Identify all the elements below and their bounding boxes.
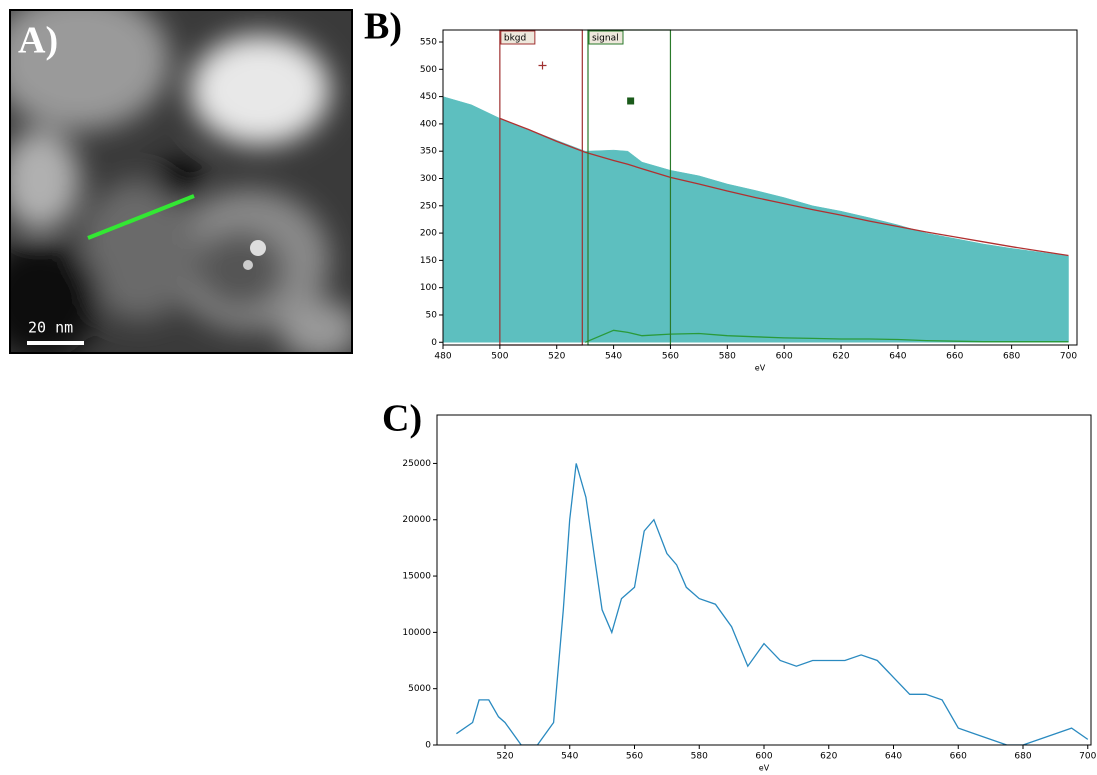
x-axis-label: eV [759, 764, 770, 773]
region-label-box [588, 30, 624, 45]
line [499, 117, 1069, 257]
y-tick-label: 550 [420, 38, 437, 48]
x-tick-label: 660 [946, 352, 963, 362]
y-tick-label: 250 [420, 201, 437, 211]
chart: C) 0 5000 10000 15000 20000 25000 520 540 560 580 6… [382, 398, 1097, 773]
y-tick-label: 200 [420, 229, 437, 239]
y-tick-label: 25000 [402, 459, 431, 469]
y-tick-label: 20000 [402, 515, 431, 525]
x-tick-label: 480 [434, 352, 451, 362]
x-tick-label: 640 [889, 352, 906, 362]
x-tick-label: 540 [605, 352, 622, 362]
region-label: bkgd [504, 34, 526, 44]
x-tick-label: 640 [885, 752, 902, 762]
x-tick-label: 560 [662, 352, 679, 362]
x-tick-label: 680 [1003, 352, 1020, 362]
region-label: signal [592, 34, 619, 44]
y-tick-label: 150 [420, 256, 437, 266]
x-tick-label: 600 [776, 352, 793, 362]
x-axis-label: eV [755, 364, 766, 373]
x-tick-label: 540 [561, 752, 578, 762]
y-tick-label: 0 [431, 338, 437, 348]
plot-frame [442, 29, 1078, 346]
y-tick-label: 450 [420, 92, 437, 102]
y-tick-label: 50 [426, 310, 438, 320]
plot-frame [436, 414, 1092, 746]
panel-label: C) [382, 398, 422, 440]
y-tick-label: 500 [420, 65, 437, 75]
panel-label: B) [364, 6, 402, 48]
x-tick-label: 700 [1079, 752, 1096, 762]
plot-area [443, 96, 1069, 343]
x-tick-label: 580 [691, 752, 708, 762]
x-tick-label: 500 [491, 352, 508, 362]
x-tick-label: 660 [950, 752, 967, 762]
line [584, 329, 1069, 343]
x-tick-label: 700 [1060, 352, 1077, 362]
y-tick-label: 15000 [402, 572, 431, 582]
x-tick-label: 580 [719, 352, 736, 362]
y-tick-label: 400 [420, 119, 437, 129]
region-label-box [500, 30, 536, 45]
micrograph: 20 nm A) [9, 9, 353, 354]
x-tick-label: 680 [1014, 752, 1031, 762]
area [443, 96, 1069, 343]
x-tick-label: 620 [832, 352, 849, 362]
x-tick-label: 620 [820, 752, 837, 762]
y-tick-label: 5000 [408, 684, 431, 694]
chart: B) bkgd signal 0 50 100 150 200 250 300 350 400 450 5… [364, 6, 1078, 373]
x-tick-label: 520 [496, 752, 513, 762]
plot-area [456, 463, 1089, 745]
marker [538, 61, 547, 70]
x-tick-label: 560 [626, 752, 643, 762]
marker [627, 97, 635, 105]
y-tick-label: 10000 [402, 628, 431, 638]
scale-bar-label: 20 nm [28, 319, 73, 337]
y-tick-label: 0 [425, 741, 431, 751]
y-tick-label: 100 [420, 283, 437, 293]
line [456, 463, 1089, 745]
y-tick-label: 300 [420, 174, 437, 184]
panel-label: A) [18, 20, 58, 62]
x-tick-label: 520 [548, 352, 565, 362]
y-tick-label: 350 [420, 147, 437, 157]
x-tick-label: 600 [755, 752, 772, 762]
